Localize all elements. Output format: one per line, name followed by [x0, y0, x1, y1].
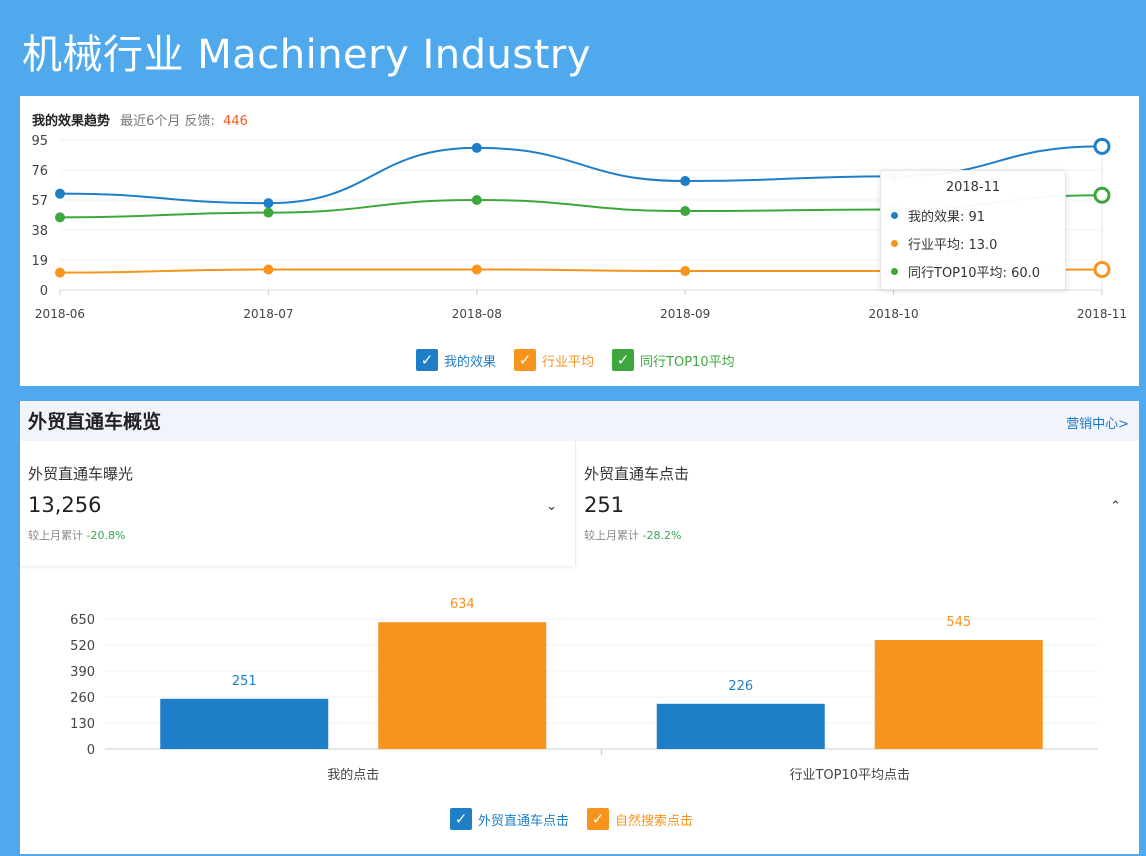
x-tick-label: 2018-07	[243, 307, 293, 321]
overview-card: 外贸直通车概览 营销中心> 外贸直通车曝光 13,256 较上月累计 -20.8…	[20, 401, 1139, 854]
x-tick-label: 我的点击	[327, 767, 379, 783]
x-tick-label: 2018-11	[1077, 307, 1127, 321]
x-tick-label: 2018-08	[452, 307, 502, 321]
data-point	[471, 264, 482, 275]
checkbox-checked-icon[interactable]: ✓	[514, 349, 537, 371]
metric-value: 13,256	[28, 493, 102, 517]
chevron-up-icon[interactable]: ⌃	[1110, 499, 1121, 514]
metric-clicks[interactable]: 外贸直通车点击 251 较上月累计 -28.2% ⌃	[576, 441, 1139, 566]
legend-item-top10-avg[interactable]: ✓ 同行TOP10平均	[612, 349, 735, 371]
trend-subtitle: 最近6个月 反馈:	[120, 114, 215, 129]
overview-title: 外贸直通车概览	[28, 411, 162, 433]
y-tick-label: 0	[40, 284, 48, 299]
checkbox-checked-icon[interactable]: ✓	[450, 808, 472, 830]
bar	[160, 698, 329, 749]
chevron-down-icon[interactable]: ⌄	[546, 499, 557, 514]
data-point-highlighted	[1093, 137, 1111, 155]
legend-label: 同行TOP10平均	[640, 354, 735, 370]
bar-value-label: 251	[232, 674, 257, 689]
tooltip-title: 2018-11	[945, 180, 1001, 195]
tooltip-row-text: 我的效果: 91	[908, 209, 986, 225]
y-tick-label: 95	[31, 134, 48, 149]
checkbox-checked-icon[interactable]: ✓	[587, 808, 610, 830]
trend-legend: ✓ 我的效果 ✓ 行业平均 ✓ 同行TOP10平均	[416, 349, 735, 371]
compare-label: 较上月累计	[28, 529, 83, 542]
chart-tooltip: 2018-11 我的效果: 91 行业平均: 13.0 同行TOP10平均: 6…	[880, 170, 1066, 290]
data-point	[55, 267, 65, 278]
bar-value-label: 226	[728, 679, 753, 694]
legend-item-paid-clicks[interactable]: ✓ 外贸直通车点击	[450, 808, 569, 830]
legend-item-my-effect[interactable]: ✓ 我的效果	[416, 349, 496, 371]
tooltip-row: 行业平均: 13.0	[881, 229, 1065, 257]
y-tick-label: 390	[70, 665, 95, 680]
x-tick-label: 行业TOP10平均点击	[789, 768, 910, 783]
metric-label: 外贸直通车曝光	[28, 465, 134, 483]
clicks-bar-chart: 0 130 260 390 520 650 251 634 我的点击 226 545 行业TOP10平…	[70, 597, 1098, 783]
data-point	[55, 188, 65, 199]
dot-icon	[891, 239, 898, 247]
legend-label: 行业平均	[542, 354, 595, 370]
trend-card: 我的效果趋势 最近6个月 反馈: 446 0 19 38 57 76 95 2018-06 2…	[20, 96, 1139, 386]
legend-item-organic-clicks[interactable]: ✓ 自然搜索点击	[587, 808, 693, 830]
legend-label: 外贸直通车点击	[478, 813, 570, 829]
tooltip-row-text: 行业平均: 13.0	[908, 237, 998, 253]
bar	[656, 703, 825, 749]
y-tick-label: 130	[70, 717, 95, 732]
data-point-highlighted	[1093, 260, 1111, 278]
data-point	[263, 207, 274, 218]
metric-compare: 较上月累计 -28.2%	[584, 527, 681, 543]
y-tick-label: 0	[87, 743, 95, 758]
trend-title-row: 我的效果趋势 最近6个月 反馈: 446	[32, 110, 248, 129]
marketing-center-link[interactable]: 营销中心>	[1066, 417, 1129, 432]
compare-pct: -28.2%	[642, 529, 682, 542]
legend-label: 我的效果	[444, 354, 497, 370]
data-point	[55, 212, 65, 223]
y-tick-label: 76	[31, 164, 48, 179]
data-point	[471, 195, 482, 205]
x-tick-label: 2018-06	[35, 307, 85, 321]
data-point	[471, 142, 482, 153]
y-tick-label: 57	[31, 194, 48, 209]
overview-header: 外贸直通车概览 营销中心>	[20, 401, 1139, 441]
y-tick-label: 520	[70, 639, 95, 654]
metric-compare: 较上月累计 -20.8%	[28, 527, 125, 543]
tooltip-row-text: 同行TOP10平均: 60.0	[908, 265, 1041, 281]
y-tick-label: 260	[70, 691, 95, 706]
compare-label: 较上月累计	[584, 529, 639, 542]
compare-pct: -20.8%	[86, 529, 126, 542]
y-tick-label: 19	[31, 254, 48, 269]
checkbox-checked-icon[interactable]: ✓	[612, 349, 635, 371]
y-tick-label: 650	[70, 613, 95, 628]
bar	[874, 640, 1043, 749]
page-title: 机械行业 Machinery Industry	[22, 32, 592, 78]
bar	[378, 622, 547, 749]
y-tick-label: 38	[31, 224, 48, 239]
data-point	[680, 176, 691, 187]
trend-title: 我的效果趋势	[32, 114, 111, 129]
dot-icon	[891, 267, 898, 275]
legend-label: 自然搜索点击	[615, 813, 694, 829]
x-tick-label: 2018-10	[869, 307, 919, 321]
feedback-count: 446	[223, 114, 248, 129]
metric-value: 251	[584, 493, 625, 517]
metric-impressions[interactable]: 外贸直通车曝光 13,256 较上月累计 -20.8% ⌄	[20, 441, 576, 566]
metric-label: 外贸直通车点击	[584, 465, 690, 483]
x-tick-label: 2018-09	[660, 307, 710, 321]
checkbox-checked-icon[interactable]: ✓	[416, 349, 438, 371]
data-point	[263, 198, 274, 209]
dot-icon	[891, 211, 898, 219]
bar-value-label: 634	[450, 597, 475, 612]
bar-value-label: 545	[946, 615, 971, 630]
data-point	[263, 264, 274, 275]
data-point	[680, 266, 691, 277]
tooltip-row: 我的效果: 91	[881, 201, 1065, 229]
legend-item-industry-avg[interactable]: ✓ 行业平均	[514, 349, 594, 371]
bar-legend: ✓ 外贸直通车点击 ✓ 自然搜索点击	[450, 808, 693, 830]
data-point-highlighted	[1093, 186, 1111, 204]
data-point	[680, 206, 691, 217]
tooltip-row: 同行TOP10平均: 60.0	[881, 257, 1065, 285]
